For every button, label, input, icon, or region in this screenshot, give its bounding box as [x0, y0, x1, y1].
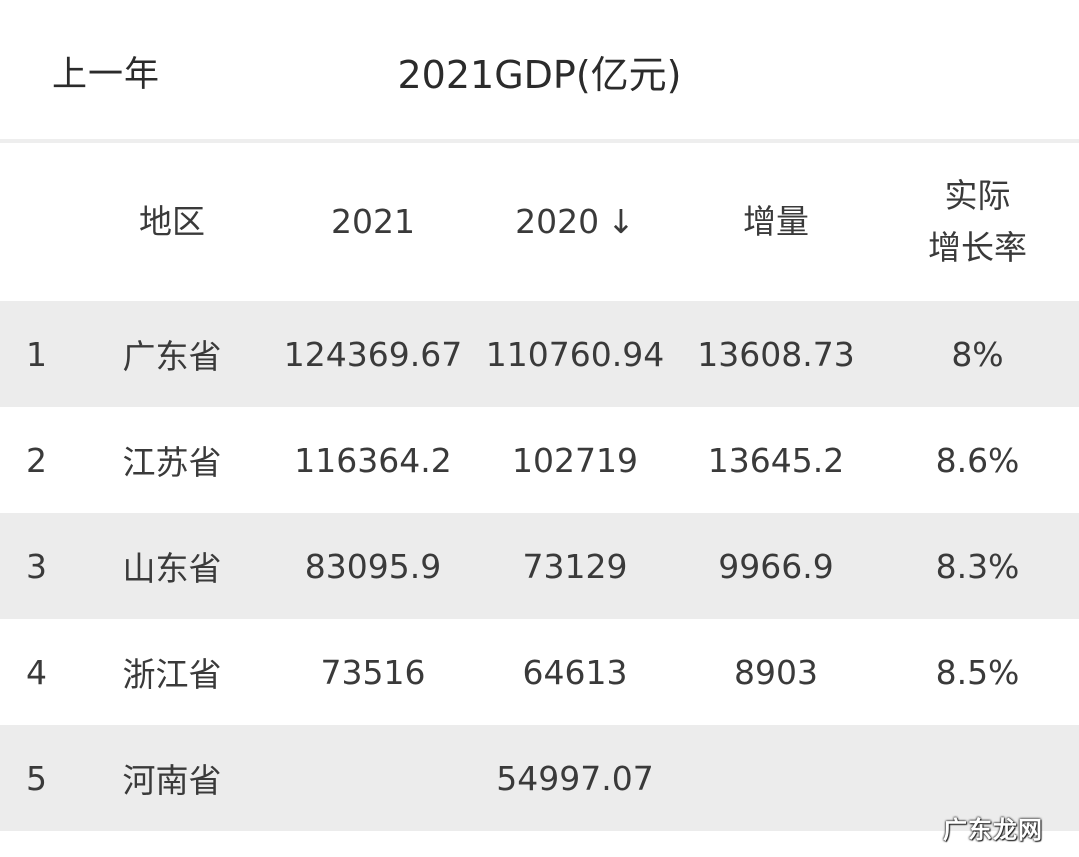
growth-rate-label-line1: 实际	[944, 176, 1011, 215]
table-row[interactable]: 2 江苏省 116364.2 102719 13645.2 8.6%	[0, 407, 1079, 513]
rank-cell: 2	[26, 440, 47, 480]
increase-cell	[676, 725, 876, 831]
rank-cell: 5	[26, 758, 47, 798]
gdp-2020-cell: 102719	[512, 440, 638, 480]
table-row[interactable]: 3 山东省 83095.9 73129 9966.9 8.3%	[0, 513, 1079, 619]
gdp-2020-cell: 64613	[522, 652, 628, 692]
region-cell: 河南省	[122, 761, 222, 800]
gdp-2021-cell	[272, 725, 474, 831]
increase-cell: 13645.2	[707, 440, 845, 480]
previous-year-link[interactable]: 上一年	[52, 55, 161, 95]
gdp-table: 地区 2021 2020 ↓ 增量 实际 增长率 1 广东省 124369.67 …	[0, 143, 1079, 831]
region-cell: 江苏省	[122, 443, 222, 482]
growth-rate-label-line2: 增长率	[928, 228, 1027, 267]
column-header-2020[interactable]: 2020 ↓	[474, 143, 676, 301]
increase-cell: 8903	[734, 652, 818, 692]
growth-rate-cell: 8.6%	[935, 440, 1020, 480]
region-cell: 浙江省	[122, 655, 222, 694]
increase-cell: 13608.73	[697, 334, 855, 374]
gdp-2020-cell: 73129	[522, 546, 628, 586]
column-header-growth-rate[interactable]: 实际 增长率	[876, 143, 1079, 301]
gdp-2021-cell: 73516	[320, 652, 426, 692]
gdp-2021-cell: 116364.2	[294, 440, 452, 480]
growth-rate-cell: 8%	[951, 334, 1004, 374]
table-row[interactable]: 5 河南省 54997.07	[0, 725, 1079, 831]
table-row[interactable]: 1 广东省 124369.67 110760.94 13608.73 8%	[0, 301, 1079, 407]
rank-cell: 3	[26, 546, 47, 586]
rank-cell: 4	[26, 652, 47, 692]
column-header-increase[interactable]: 增量	[743, 202, 809, 241]
growth-rate-cell: 8.3%	[935, 546, 1020, 586]
gdp-2021-cell: 124369.67	[283, 334, 463, 374]
gdp-2020-cell: 110760.94	[485, 334, 665, 374]
page-title: 2021GDP(亿元)	[397, 53, 682, 97]
watermark: 广东龙网	[943, 816, 1043, 844]
growth-rate-cell: 8.5%	[935, 652, 1020, 692]
gdp-2021-cell: 83095.9	[304, 546, 442, 586]
increase-cell: 9966.9	[718, 546, 834, 586]
gdp-2020-cell: 54997.07	[496, 758, 654, 798]
region-cell: 山东省	[122, 549, 222, 588]
column-header-2020-label: 2020	[515, 202, 600, 241]
rank-cell: 1	[26, 334, 47, 374]
top-bar: 上一年 2021GDP(亿元)	[0, 0, 1079, 140]
column-header-2021[interactable]: 2021	[331, 202, 415, 241]
table-row[interactable]: 4 浙江省 73516 64613 8903 8.5%	[0, 619, 1079, 725]
table-header: 地区 2021 2020 ↓ 增量 实际 增长率	[0, 143, 1079, 301]
sort-descending-icon: ↓	[607, 202, 635, 241]
divider	[0, 139, 1079, 143]
column-header-region[interactable]: 地区	[139, 202, 205, 241]
region-cell: 广东省	[122, 337, 222, 376]
